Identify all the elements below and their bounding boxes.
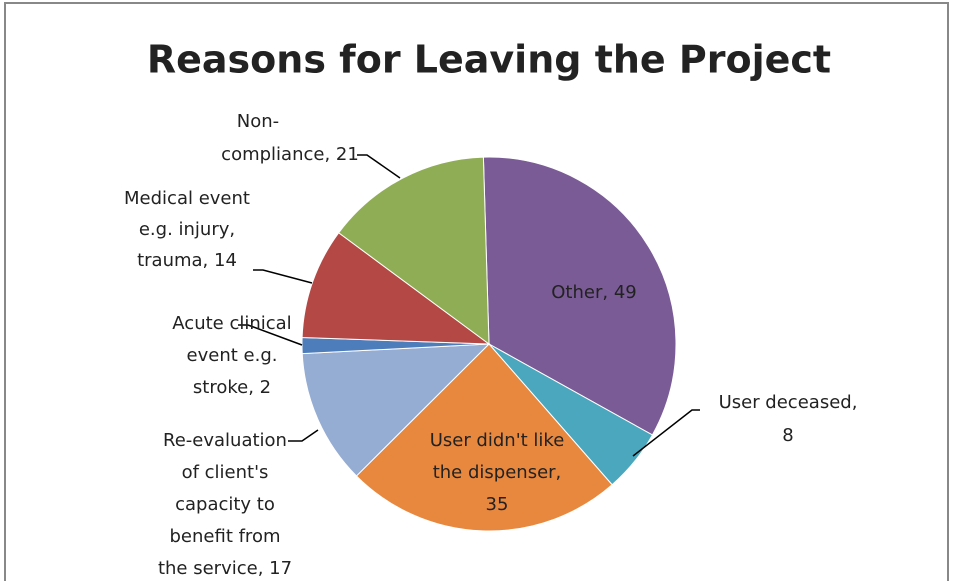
leader-line [357,154,401,179]
leader-line [632,409,700,457]
data-label: stroke, 2 [193,377,271,398]
data-label: trauma, 14 [137,250,237,271]
leader-line [238,324,303,346]
pie-slice [337,156,490,346]
data-label: the dispenser, [433,462,562,483]
data-label: of client's [182,462,269,483]
data-label: Re-evaluation [163,430,287,451]
data-label: compliance, 21 [221,144,359,165]
pie-slice [482,156,677,436]
chart-border [4,2,949,581]
leader-line [288,429,319,442]
data-label: Non- [237,111,279,132]
leader-line [253,269,313,284]
pie-slice [301,343,491,477]
chart-title: Reasons for Leaving the Project [147,38,831,82]
data-label: User didn't like [430,430,565,451]
data-label: e.g. injury, [139,219,235,240]
pie-slice [301,232,491,345]
data-label: Acute clinical [172,313,291,334]
pie-slice [355,343,613,532]
data-label: 35 [486,494,509,515]
data-label: Other, 49 [551,282,636,303]
data-label: User deceased, [719,392,858,413]
data-label: the service, 17 [158,558,292,579]
data-label: 8 [782,425,793,446]
data-label: Medical event [124,188,250,209]
data-label: event e.g. [187,345,278,366]
data-label: benefit from [170,526,281,547]
data-label: capacity to [175,494,275,515]
